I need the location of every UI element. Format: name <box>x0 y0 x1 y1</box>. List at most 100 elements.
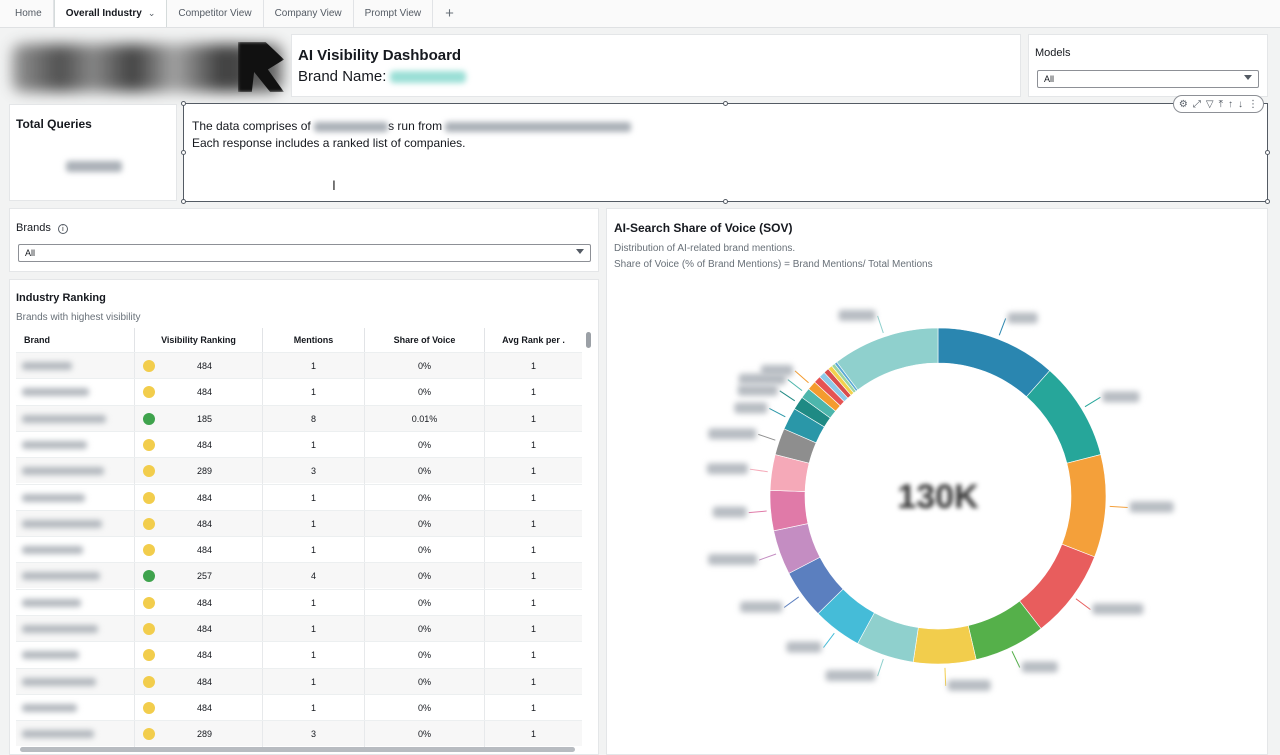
slice-label-redacted <box>1092 603 1144 615</box>
brands-dropdown[interactable]: All <box>18 244 591 262</box>
chevron-down-icon[interactable]: ⌄ <box>147 8 156 18</box>
table-row[interactable]: 484 1 0% 1 <box>16 483 582 511</box>
table-row[interactable]: 484 1 0% 1 <box>16 693 582 721</box>
bring-to-front-icon[interactable]: ⤒ <box>1218 98 1223 110</box>
brand-name-redacted <box>22 493 85 502</box>
table-row[interactable]: 484 1 0% 1 <box>16 588 582 616</box>
mentions-cell: 8 <box>262 405 364 432</box>
donut-slice[interactable] <box>836 327 939 391</box>
table-row[interactable]: 185 8 0.01% 1 <box>16 404 582 432</box>
avg-rank-value: 1 <box>530 676 536 687</box>
share-of-voice-cell: 0% <box>364 668 484 695</box>
more-options-icon[interactable]: ⋮ <box>1248 98 1258 110</box>
tab-prompt-view[interactable]: Prompt View <box>354 0 434 27</box>
table-row[interactable]: 484 1 0% 1 <box>16 378 582 406</box>
donut-slice[interactable] <box>912 625 977 665</box>
caret-down-icon <box>576 249 584 254</box>
visibility-ranking-cell: 484 <box>134 353 262 379</box>
visibility-ranking-value: 484 <box>197 650 213 661</box>
resize-handle[interactable] <box>723 101 728 106</box>
share-of-voice-value: 0% <box>417 571 431 582</box>
tab-home[interactable]: Home <box>4 0 54 27</box>
table-row[interactable]: 484 1 0% 1 <box>16 667 582 695</box>
resize-handle[interactable] <box>1265 199 1270 204</box>
table-row[interactable]: 484 1 0% 1 <box>16 536 582 564</box>
avg-rank-cell: 1 <box>484 431 582 458</box>
expand-icon[interactable]: ⤢ <box>1192 98 1201 110</box>
column-header-share-of-voice[interactable]: Share of Voice <box>364 328 484 352</box>
visibility-ranking-value: 257 <box>197 571 213 582</box>
table-row[interactable]: 257 4 0% 1 <box>16 562 582 590</box>
slice-leader-line <box>779 390 796 402</box>
share-of-voice-value: 0% <box>417 466 431 477</box>
avg-rank-cell: 1 <box>484 668 582 695</box>
column-header-mentions[interactable]: Mentions <box>262 328 364 352</box>
brand-cell <box>16 721 134 747</box>
table-row[interactable]: 484 1 0% 1 <box>16 430 582 458</box>
tab-company-view[interactable]: Company View <box>264 0 354 27</box>
brand-name-redacted <box>22 546 83 555</box>
sov-donut-chart[interactable]: 130K <box>607 279 1269 749</box>
brand-cell <box>16 616 134 642</box>
format-icon[interactable]: ⚙ <box>1178 98 1188 110</box>
slice-label-redacted <box>760 364 793 376</box>
resize-handle[interactable] <box>181 101 186 106</box>
donut-slice[interactable] <box>937 327 1051 398</box>
slice-leader-line <box>769 408 786 418</box>
column-header-brand[interactable]: Brand <box>24 335 51 345</box>
column-header-visibility-ranking[interactable]: Visibility Ranking <box>134 328 262 352</box>
table-row[interactable]: 289 3 0% 1 <box>16 720 582 748</box>
arrow-down-icon[interactable]: ↓ <box>1238 98 1243 110</box>
share-of-voice-value: 0% <box>417 676 431 687</box>
redacted-count <box>314 121 389 132</box>
page-title: AI Visibility Dashboard <box>298 47 462 64</box>
donut-slice[interactable] <box>1026 370 1102 464</box>
info-icon[interactable]: i <box>57 224 68 234</box>
table-row[interactable]: 289 3 0% 1 <box>16 457 582 485</box>
share-of-voice-value: 0% <box>417 518 431 529</box>
arrow-up-icon[interactable]: ↑ <box>1228 98 1233 110</box>
resize-handle[interactable] <box>181 199 186 204</box>
avg-rank-value: 1 <box>530 624 536 634</box>
status-dot-icon <box>143 649 155 662</box>
filter-icon[interactable]: ▽ <box>1205 98 1214 110</box>
add-sheet-icon[interactable]: + <box>445 5 454 22</box>
slice-label-redacted <box>1021 661 1058 673</box>
table-row[interactable]: 484 1 0% 1 <box>16 509 582 537</box>
tab-competitor-view[interactable]: Competitor View <box>167 0 264 27</box>
horizontal-scrollbar[interactable] <box>20 747 575 752</box>
table-row[interactable]: 484 1 0% 1 <box>16 641 582 669</box>
mentions-cell: 1 <box>262 642 364 669</box>
slice-leader-line <box>758 433 776 441</box>
models-label: Models <box>1035 47 1071 59</box>
status-dot-icon <box>143 701 155 714</box>
avg-rank-cell: 1 <box>484 537 582 564</box>
slice-leader-line <box>758 553 777 561</box>
description-text-box[interactable]: The data comprises of s run from Each re… <box>181 95 1270 204</box>
table-row[interactable]: 484 1 0% 1 <box>16 352 582 379</box>
total-queries-value <box>66 161 122 172</box>
resize-handle[interactable] <box>1265 150 1270 155</box>
visibility-ranking-cell: 289 <box>134 458 262 485</box>
resize-handle[interactable] <box>181 150 186 155</box>
table-row[interactable]: 484 1 0% 1 <box>16 615 582 642</box>
slice-leader-line <box>749 468 768 473</box>
donut-slice[interactable] <box>1061 454 1107 558</box>
models-dropdown[interactable]: All <box>1037 70 1259 88</box>
slice-leader-line <box>1109 505 1128 509</box>
avg-rank-value: 1 <box>530 466 536 477</box>
caret-down-icon <box>1244 75 1252 80</box>
slice-label-redacted <box>1007 312 1038 324</box>
share-of-voice-value: 0% <box>417 650 431 661</box>
avg-rank-value: 1 <box>530 729 536 740</box>
tab-overall-industry[interactable]: Overall Industry ⌄ <box>53 0 168 27</box>
vertical-scrollbar[interactable] <box>586 332 591 348</box>
mentions-value: 1 <box>310 439 316 450</box>
donut-slice[interactable] <box>769 490 809 532</box>
column-header-avg-rank[interactable]: Avg Rank per . <box>484 328 582 352</box>
slice-leader-line <box>877 658 884 677</box>
avg-rank-value: 1 <box>530 545 536 556</box>
resize-handle[interactable] <box>723 199 728 204</box>
industry-ranking-panel: Industry Ranking Brands with highest vis… <box>9 279 599 755</box>
share-of-voice-cell: 0% <box>364 589 484 616</box>
